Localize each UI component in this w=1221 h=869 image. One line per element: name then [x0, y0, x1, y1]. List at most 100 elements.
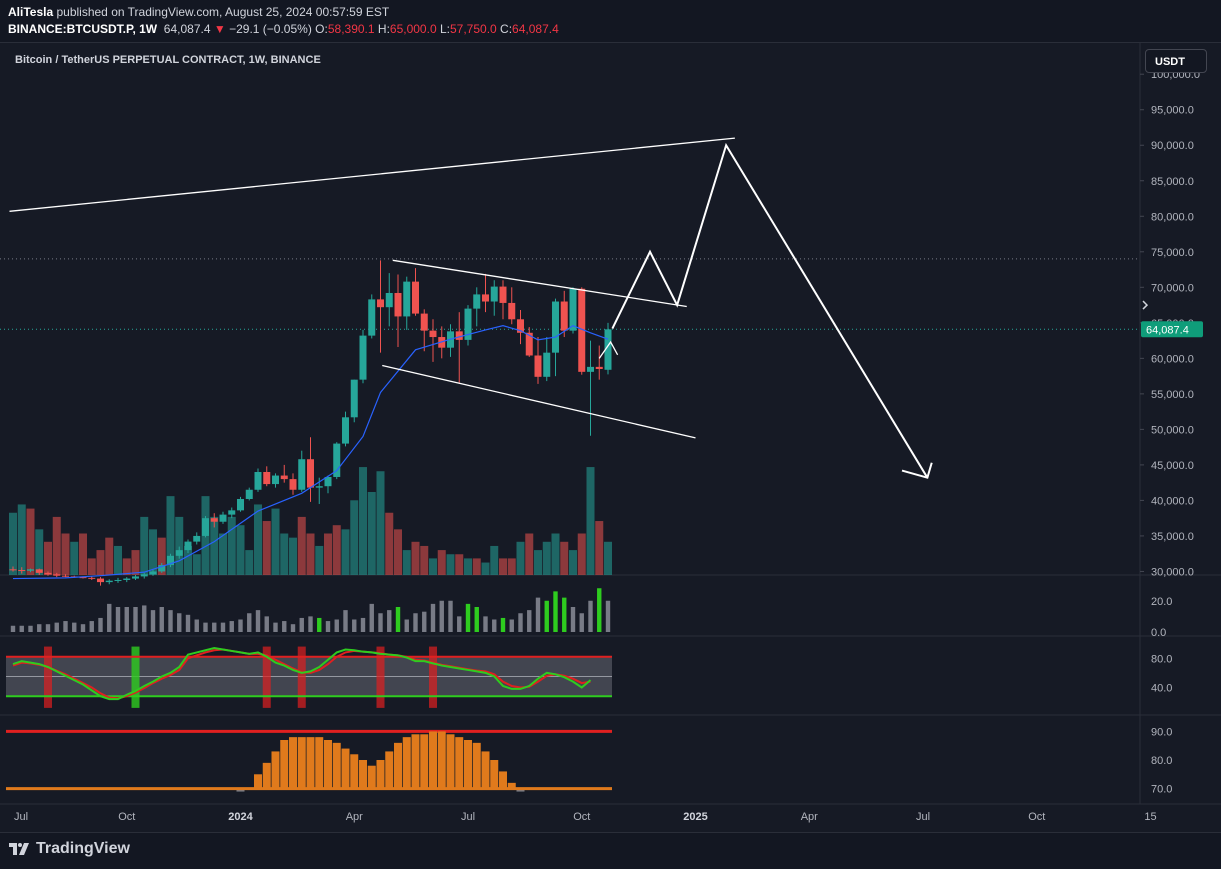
candle-body [412, 281, 419, 314]
tradingview-logo-icon [9, 843, 29, 855]
volume-bar [534, 550, 542, 575]
volume-bar [411, 541, 420, 575]
osc3-histogram-bar [411, 734, 420, 789]
tradingview-logo[interactable]: TradingView [8, 840, 130, 858]
osc3-histogram-bar [254, 774, 262, 789]
candle-body [114, 579, 122, 581]
high-value: 65,000.0 [389, 22, 437, 36]
symbol-label[interactable]: BINANCE:BTCUSDT.P, 1W [8, 22, 158, 36]
candle-body [228, 510, 236, 515]
candle-body [210, 518, 218, 522]
candle-body [280, 475, 288, 480]
publish-info: AliTesla published on TradingView.com, A… [8, 5, 389, 19]
volume-bar [219, 533, 227, 575]
candle-body [289, 479, 297, 490]
candle-body [552, 301, 559, 353]
volume-bar [472, 558, 481, 575]
candle-body [88, 577, 96, 579]
osc3-axis-label: 90.0 [1151, 726, 1172, 738]
volume-bar [324, 533, 332, 575]
osc1-bar [325, 621, 331, 632]
volume-bar [306, 533, 315, 575]
osc1-bar [597, 588, 602, 632]
publish-text: published on TradingView.com, August 25,… [56, 5, 390, 19]
osc1-bar [579, 613, 584, 632]
volume-bar [254, 504, 262, 575]
osc1-bar [19, 625, 24, 632]
last-value: 64,087.4 [163, 22, 211, 36]
candle-body [158, 565, 166, 572]
osc1-bar [430, 603, 436, 632]
candle-body [35, 569, 43, 573]
chart-panel[interactable] [0, 42, 1221, 833]
candle-body [560, 301, 568, 331]
osc1-bar [282, 621, 287, 632]
osc3-histogram-bar [394, 742, 402, 789]
volume-bar [210, 516, 219, 575]
candle-body [595, 366, 603, 369]
osc3-histogram-bar [481, 751, 490, 789]
projection-path [611, 142, 929, 479]
volume-bar [236, 525, 245, 575]
volume-bar [96, 550, 105, 575]
osc3-histogram-bar [446, 734, 455, 789]
brand-name: TradingView [36, 840, 130, 857]
candle-body [499, 286, 507, 303]
volume-bar [149, 529, 157, 575]
osc3-histogram-bar [367, 765, 376, 789]
candle-body [53, 574, 61, 576]
volume-bar [9, 512, 17, 575]
volume-bar [44, 541, 52, 575]
volume-bar [516, 541, 525, 575]
osc3-histogram-bar [490, 760, 499, 789]
price-tick-label: 80,000.0 [1151, 211, 1194, 223]
volume-bar [429, 558, 437, 575]
volume-bar [420, 545, 429, 575]
osc1-bar [474, 607, 479, 632]
osc2-axis-label: 80.0 [1151, 653, 1172, 665]
price-tick-label: 45,000.0 [1151, 460, 1194, 472]
osc1-bar [535, 597, 541, 632]
osc3-histogram-bar [350, 754, 359, 789]
osc1-bar [98, 617, 103, 632]
close-value: 64,087.4 [512, 22, 559, 36]
osc3-histogram-bar [271, 751, 280, 789]
author-name[interactable]: AliTesla [8, 5, 54, 19]
candle-body [517, 319, 524, 333]
volume-bar [569, 550, 577, 575]
osc1-bar [588, 600, 593, 632]
osc1-bar [439, 600, 444, 632]
ohlc-legend: BINANCE:BTCUSDT.P, 1W 64,087.4 ▼ −29.1 (… [8, 22, 559, 36]
volume-bar [70, 541, 79, 575]
candle-body [473, 294, 481, 309]
candle-body [342, 417, 349, 444]
price-tick-label: 60,000.0 [1151, 353, 1194, 365]
volume-bar [61, 533, 70, 575]
candle-body [202, 518, 209, 536]
volume-bar [385, 512, 394, 575]
volume-bar [131, 550, 140, 575]
price-tick-label: 70,000.0 [1151, 282, 1194, 294]
osc1-bar [185, 614, 191, 632]
osc3-histogram-bar [507, 782, 516, 789]
currency-button[interactable]: USDT [1145, 49, 1207, 73]
osc1-bar [518, 613, 523, 632]
volume-bar [350, 500, 359, 575]
osc2-signal-bar [262, 646, 271, 708]
volume-bar [332, 525, 341, 575]
osc1-bar [360, 617, 366, 632]
osc3-histogram-bar [332, 742, 341, 789]
footer [0, 832, 1221, 869]
osc1-bar [317, 617, 322, 632]
candle-body [298, 459, 306, 490]
candle-body [569, 288, 577, 331]
candle-body [272, 475, 279, 485]
volume-bar [35, 529, 44, 575]
volume-bar [446, 554, 455, 575]
volume-bar [402, 550, 411, 575]
volume-bar [122, 558, 131, 575]
osc3-axis-label: 70.0 [1151, 784, 1172, 796]
volume-bar [227, 516, 236, 575]
osc3-histogram-bar [402, 737, 411, 789]
